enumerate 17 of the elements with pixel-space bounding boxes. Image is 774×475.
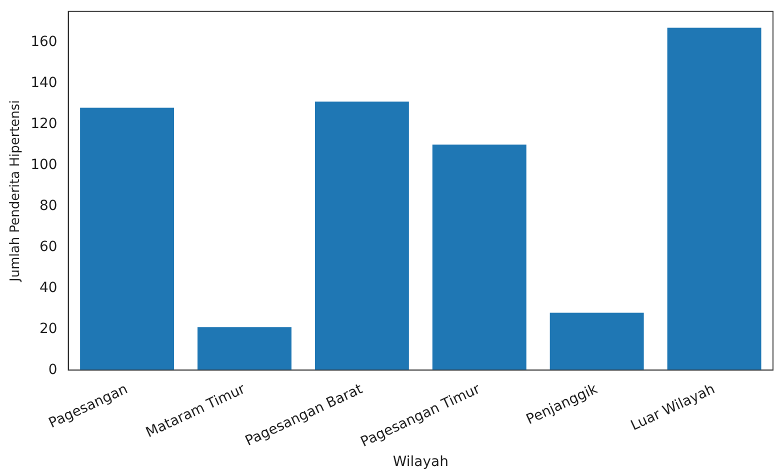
y-tick-label: 80 bbox=[39, 198, 58, 214]
bar bbox=[198, 327, 292, 370]
y-tick-label: 100 bbox=[30, 156, 58, 173]
y-tick-label: 160 bbox=[30, 34, 58, 50]
y-tick-label: 120 bbox=[30, 116, 58, 132]
bar bbox=[432, 144, 526, 370]
y-axis-title: Jumlah Penderita Hipertensi bbox=[8, 100, 24, 282]
bar bbox=[667, 28, 762, 370]
x-axis-title: Wilayah bbox=[392, 454, 448, 470]
bar bbox=[80, 108, 174, 370]
y-tick-label: 20 bbox=[39, 320, 58, 337]
y-tick-label: 0 bbox=[48, 362, 58, 378]
y-tick-label: 140 bbox=[30, 74, 58, 91]
y-tick-label: 60 bbox=[39, 238, 58, 255]
bar bbox=[550, 312, 644, 370]
y-tick-label: 40 bbox=[39, 280, 58, 296]
bar bbox=[314, 102, 409, 370]
